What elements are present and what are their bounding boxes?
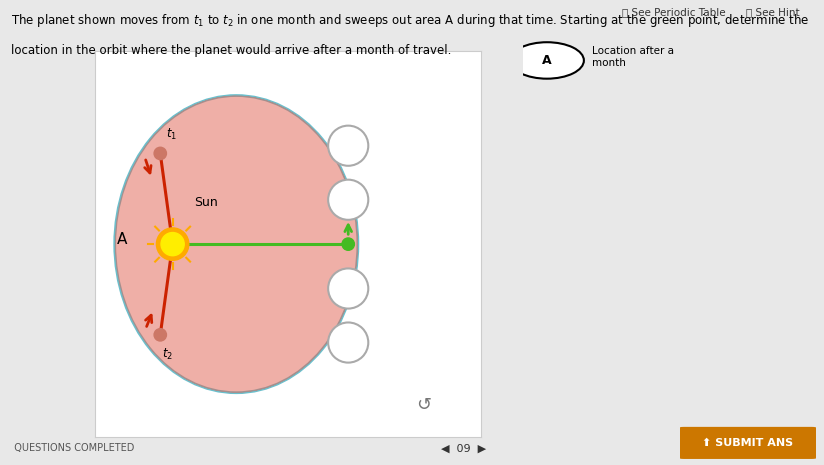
Circle shape (510, 42, 584, 79)
Text: 📊 See Periodic Table: 📊 See Periodic Table (622, 7, 726, 17)
Text: $t_2$: $t_2$ (162, 347, 173, 362)
Text: ⬆ SUBMIT ANS: ⬆ SUBMIT ANS (702, 438, 794, 448)
Circle shape (157, 228, 189, 260)
Text: location in the orbit where the planet would arrive after a month of travel.: location in the orbit where the planet w… (11, 44, 451, 57)
Circle shape (161, 232, 185, 256)
Circle shape (328, 126, 368, 166)
Circle shape (328, 179, 368, 220)
Text: Sun: Sun (194, 195, 218, 208)
Text: ◀  09  ▶: ◀ 09 ▶ (441, 443, 486, 453)
Text: 🔍 See Hint: 🔍 See Hint (746, 7, 799, 17)
Text: A: A (117, 232, 127, 247)
Circle shape (328, 322, 368, 363)
Circle shape (328, 268, 368, 309)
FancyBboxPatch shape (678, 427, 817, 459)
Text: ↺: ↺ (416, 396, 431, 414)
Circle shape (154, 147, 166, 159)
Polygon shape (115, 96, 358, 392)
Text: Location after a
month: Location after a month (592, 46, 674, 68)
Text: $t_1$: $t_1$ (166, 127, 177, 142)
Text: The planet shown moves from $t_1$ to $t_2$ in one month and sweeps out area A du: The planet shown moves from $t_1$ to $t_… (11, 12, 809, 29)
Text: QUESTIONS COMPLETED: QUESTIONS COMPLETED (8, 443, 134, 453)
Text: A: A (542, 54, 552, 67)
Circle shape (154, 329, 166, 341)
Circle shape (342, 238, 354, 250)
